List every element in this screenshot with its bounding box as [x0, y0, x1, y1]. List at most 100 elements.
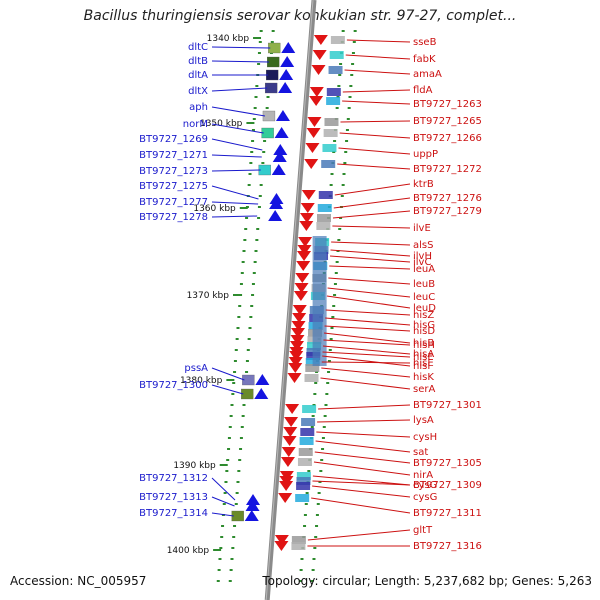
right-gene-label: BT9727_1279	[413, 206, 482, 217]
track-dot	[353, 30, 357, 32]
track-dot	[313, 393, 317, 395]
topology-label: Topology: circular; Length: 5,237,682 bp…	[262, 574, 592, 588]
right-gene-box	[323, 129, 338, 137]
track-dot	[247, 184, 251, 186]
track-dot	[238, 305, 242, 307]
track-dot	[262, 151, 266, 153]
track-dot	[334, 272, 338, 274]
reverse-gene-arrow	[283, 427, 298, 437]
map-title: Bacillus thuringiensis serovar konkukian…	[83, 8, 517, 24]
track-dot	[254, 250, 258, 252]
right-gene-label: leuC	[413, 292, 435, 303]
track-dot	[230, 558, 234, 560]
track-dot	[341, 30, 345, 32]
right-gene-label: BT9727_1263	[413, 99, 482, 110]
right-leader-line	[314, 451, 411, 464]
track-dot	[333, 283, 337, 285]
right-leader-line	[340, 120, 411, 123]
left-leader-line	[211, 201, 259, 205]
track-dot	[257, 52, 261, 54]
track-dot	[231, 393, 235, 395]
track-dot	[299, 569, 303, 571]
track-dot	[239, 283, 243, 285]
track-dot	[235, 338, 239, 340]
right-leader-line	[329, 265, 411, 270]
track-dot	[348, 96, 352, 98]
right-gene-box	[326, 97, 341, 105]
track-dot	[237, 470, 241, 472]
forward-gene-arrow	[245, 500, 260, 511]
track-dot	[242, 250, 246, 252]
forward-gene-arrow	[278, 82, 293, 93]
track-dot	[341, 184, 345, 186]
track-dot	[338, 74, 342, 76]
right-gene-box	[317, 204, 332, 212]
left-leader-line	[211, 46, 271, 49]
left-leader-line	[211, 154, 262, 158]
track-dot	[223, 492, 227, 494]
track-dot	[227, 448, 231, 450]
tick-label: 1390 kbp	[173, 461, 216, 471]
track-dot	[270, 41, 274, 43]
left-gene-label: dltB	[188, 56, 208, 67]
track-dot	[304, 503, 308, 505]
reverse-gene-arrow	[307, 117, 322, 127]
reverse-gene-arrow	[298, 237, 313, 247]
track-dot	[241, 415, 245, 417]
forward-gene-arrow	[269, 198, 284, 209]
right-gene-label: leuD	[413, 303, 436, 314]
track-dot	[345, 140, 349, 142]
right-gene-label: BT9727_1266	[413, 133, 482, 144]
right-leader-line	[313, 461, 411, 476]
right-gene-label: leuA	[413, 264, 435, 275]
track-dot	[248, 173, 252, 175]
reverse-gene-arrow	[280, 457, 295, 467]
track-dot	[345, 129, 349, 131]
track-dot	[325, 393, 329, 395]
track-dot	[229, 569, 233, 571]
left-gene-label: aph	[189, 102, 208, 113]
track-dot	[242, 404, 246, 406]
right-leader-line	[332, 210, 411, 219]
reverse-gene-arrow	[309, 96, 324, 106]
right-gene-labels: sseB fabK amaA fldA BT9727_1263 BT9727_1265 BT…	[307, 37, 482, 552]
left-gene-label: BT9727_1313	[139, 492, 208, 503]
track-dot	[333, 140, 337, 142]
left-gene-label: pssA	[184, 363, 208, 374]
right-leader-line	[338, 147, 411, 155]
track-dot	[225, 470, 229, 472]
track-dot	[307, 470, 311, 472]
left-leader-line	[211, 138, 263, 151]
reverse-gene-arrow	[288, 363, 303, 373]
track-dot	[257, 206, 261, 208]
right-gene-label: BT9727_1276	[413, 193, 482, 204]
left-leader-line	[211, 384, 244, 395]
track-dot	[330, 327, 334, 329]
track-dot	[333, 294, 337, 296]
forward-gene-arrow	[281, 42, 296, 53]
left-leader-line	[211, 496, 235, 507]
track-dot	[247, 338, 251, 340]
track-dot	[339, 217, 343, 219]
left-leader-line	[211, 512, 234, 517]
left-gene-label: BT9727_1314	[139, 508, 208, 519]
track-dot	[256, 228, 260, 230]
right-leader-line	[337, 163, 411, 170]
right-leader-line	[325, 309, 411, 316]
right-leader-line	[322, 355, 411, 367]
left-gene-label: BT9727_1273	[139, 166, 208, 177]
right-gene-label: ilvE	[413, 223, 431, 234]
right-gene-label: nirA	[413, 470, 433, 481]
right-gene-box	[291, 542, 306, 550]
track-dot	[265, 107, 269, 109]
track-dot	[218, 558, 222, 560]
forward-gene-arrow	[272, 151, 287, 162]
left-gene-label: BT9727_1269	[139, 134, 208, 145]
right-leader-line	[326, 295, 411, 309]
track-dot	[246, 349, 250, 351]
right-gene-label: hisZ	[413, 310, 434, 321]
track-dot	[316, 503, 320, 505]
reverse-gene-arrow	[289, 351, 304, 361]
track-dot	[232, 382, 236, 384]
